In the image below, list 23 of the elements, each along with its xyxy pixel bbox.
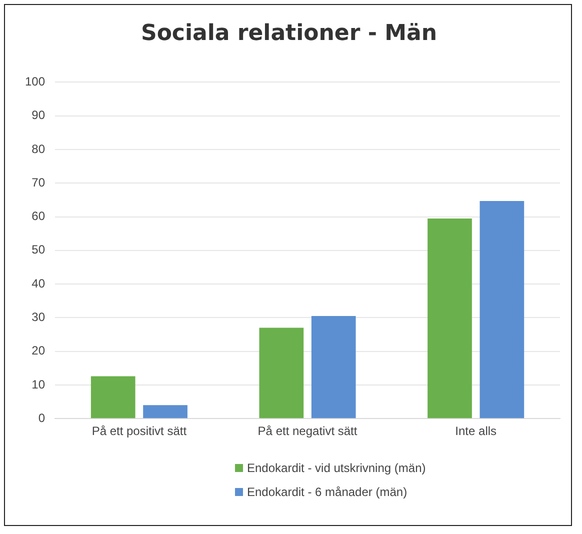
y-tick-label: 30 <box>32 310 46 324</box>
y-tick-label: 40 <box>32 276 46 290</box>
bar <box>480 200 524 418</box>
bar <box>90 376 136 418</box>
chart-title: Sociala relationer - Män <box>140 21 438 46</box>
x-tick-label: På ett negativt sätt <box>258 424 358 438</box>
bar <box>143 405 188 418</box>
legend-label: Endokardit - vid utskrivning (män) <box>247 461 426 475</box>
y-tick-label: 60 <box>32 209 46 224</box>
y-tick-label: 20 <box>32 344 46 358</box>
y-tick-label: 10 <box>32 377 46 392</box>
y-tick-label: 0 <box>38 410 46 425</box>
x-tick-label: På ett positivt sätt <box>92 424 188 438</box>
y-tick-label: 50 <box>32 242 46 257</box>
x-tick-label: Inte alls <box>455 424 497 438</box>
y-tick-label: 90 <box>32 108 46 122</box>
y-tick-label: 80 <box>32 142 46 156</box>
y-tick-label: 70 <box>32 175 46 190</box>
bar <box>259 328 304 418</box>
legend-label: Endokardit - 6 månader (män) <box>247 485 408 499</box>
y-tick-label: 100 <box>24 74 46 89</box>
bar <box>428 218 472 418</box>
bar <box>311 316 356 418</box>
